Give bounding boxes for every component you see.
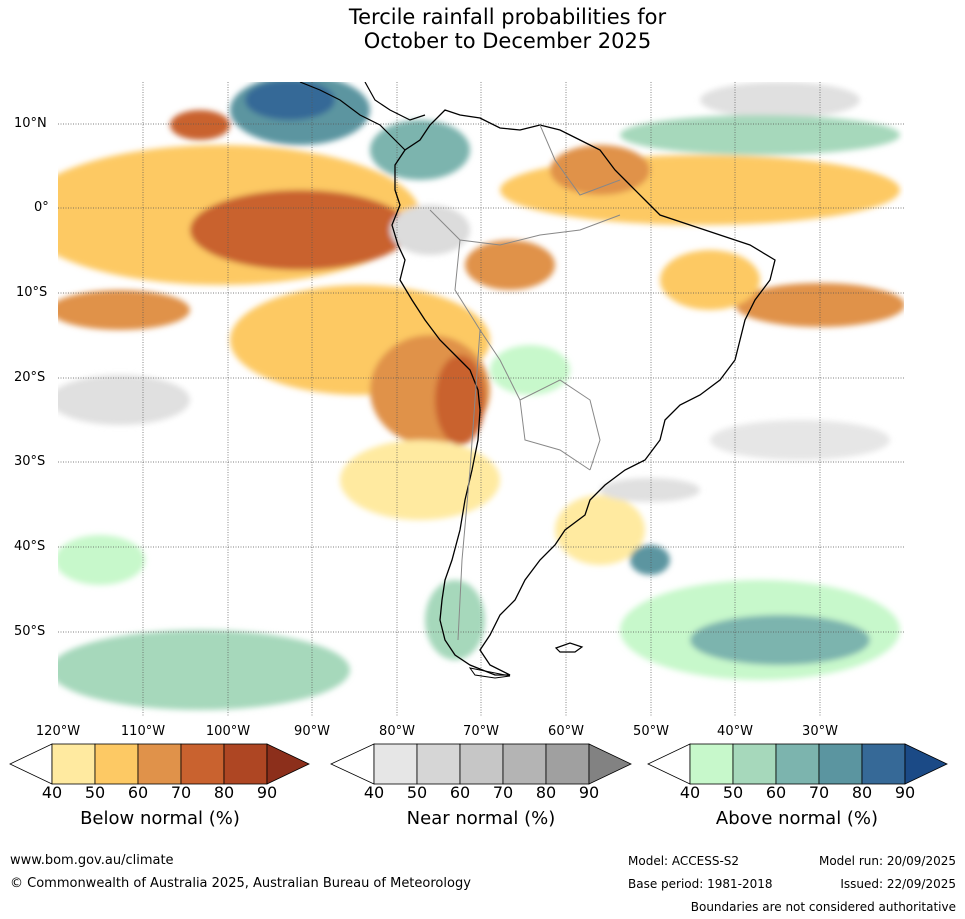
below-tick-40: 40 [41,783,63,802]
base-period: Base period: 1981-2018 [628,877,773,891]
colorbar-near-low-tri [330,743,375,785]
colorbar-above-swatch-4 [818,743,863,785]
copyright-text: © Commonwealth of Australia 2025, Austra… [10,876,471,891]
colorbar-below-swatch-5 [223,743,268,785]
above-tick-80: 80 [851,783,873,802]
above-tick-70: 70 [808,783,830,802]
colorbar-above-swatch-3 [775,743,820,785]
colorbar-below-swatch-1 [51,743,96,785]
colorbar-below-swatch-4 [180,743,225,785]
tierra-del-fuego [468,667,511,679]
near-normal-regions [58,82,890,502]
issued-date: Issued: 22/09/2025 [840,877,956,891]
lon-label-60w: 60°W [548,724,584,739]
boundary-disclaimer: Boundaries are not considered authoritat… [690,900,956,914]
lat-label-0: 0° [34,200,49,215]
colorbar-below-low-tri [9,743,53,785]
south-america-coastline [391,109,776,676]
lat-label-30s: 30°S [14,454,46,469]
lon-label-30w: 30°W [802,724,838,739]
graticule [58,82,904,716]
near-tick-70: 70 [492,783,514,802]
colorbar-above-normal [647,743,948,785]
lat-label-20s: 20°S [14,370,46,385]
title-line-1: Tercile rainfall probabilities for [348,5,667,29]
above-normal-regions [58,82,900,710]
below-tick-80: 80 [213,783,235,802]
coastline [299,82,776,679]
above-tick-90: 90 [894,783,916,802]
lon-label-110w: 110°W [120,724,166,739]
below-normal-regions [58,110,904,565]
near-tick-80: 80 [535,783,557,802]
colorbar-below-swatch-3 [137,743,182,785]
above-tick-60: 60 [765,783,787,802]
colorbar-below-swatch-2 [94,743,139,785]
near-tick-90: 90 [578,783,600,802]
above-normal-title: Above normal (%) [715,808,879,829]
lon-label-120w: 120°W [35,724,81,739]
near-tick-50: 50 [406,783,428,802]
colorbar-near-high-tri [588,743,632,785]
central-america-coastline [299,82,426,151]
above-tick-40: 40 [679,783,701,802]
country-borders [429,124,621,641]
colorbar-above-swatch-5 [861,743,906,785]
website-link[interactable]: www.bom.gov.au/climate [10,853,174,868]
colorbar-above-low-tri [647,743,691,785]
lon-label-100w: 100°W [205,724,251,739]
lon-label-90w: 90°W [294,724,330,739]
below-tick-50: 50 [84,783,106,802]
near-tick-60: 60 [449,783,471,802]
colorbar-below-high-tri [266,743,310,785]
below-tick-90: 90 [256,783,278,802]
lat-label-40s: 40°S [14,539,46,554]
lon-label-70w: 70°W [463,724,499,739]
below-tick-60: 60 [127,783,149,802]
colorbar-above-swatch-1 [689,743,734,785]
lat-label-10n: 10°N [14,116,47,131]
model-name: Model: ACCESS-S2 [628,854,740,868]
colorbar-above-swatch-2 [732,743,777,785]
colorbar-above-high-tri [904,743,948,785]
lon-label-50w: 50°W [633,724,669,739]
title-line-2: October to December 2025 [363,29,652,53]
lon-label-80w: 80°W [379,724,415,739]
near-tick-40: 40 [363,783,385,802]
model-run-date: Model run: 20/09/2025 [818,854,956,868]
falklands [554,642,584,653]
colorbar-near-swatch-3 [459,743,504,785]
colorbar-near-swatch-5 [545,743,590,785]
colorbar-below-normal [9,743,310,785]
above-tick-50: 50 [722,783,744,802]
colorbar-near-swatch-4 [502,743,547,785]
below-normal-title: Below normal (%) [80,808,240,829]
colorbar-near-swatch-1 [373,743,418,785]
lon-label-40w: 40°W [717,724,753,739]
colorbar-near-swatch-2 [416,743,461,785]
lat-label-50s: 50°S [14,624,46,639]
near-normal-title: Near normal (%) [406,808,556,829]
lat-label-10s: 10°S [16,285,48,300]
below-tick-70: 70 [170,783,192,802]
colorbar-near-normal [330,743,632,785]
